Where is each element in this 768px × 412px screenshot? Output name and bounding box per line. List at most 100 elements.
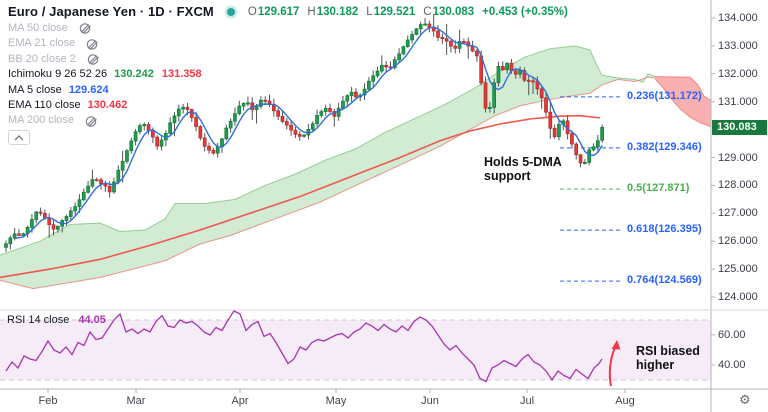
ohlc-change: +0.453 (+0.35%) xyxy=(482,5,568,18)
candle-body xyxy=(94,179,99,182)
price-tick-label: 134.000 xyxy=(718,12,758,24)
legend-item-values: 130.462 xyxy=(88,98,128,113)
candle-body xyxy=(138,125,142,133)
ma5-line xyxy=(14,26,603,240)
rsi-value: 44.05 xyxy=(78,314,106,326)
legend-item-ichimoku-9-26-52-26[interactable]: Ichimoku 9 26 52 26 130.242 131.358 xyxy=(8,67,202,82)
candle-body xyxy=(410,34,414,41)
candle-body xyxy=(259,99,263,107)
candle-body xyxy=(112,181,116,193)
symbol-title[interactable]: Euro / Japanese Yen · 1D · FXCM xyxy=(8,4,214,19)
candle-body xyxy=(181,106,185,110)
candle-body xyxy=(518,70,522,75)
candle-body xyxy=(449,40,453,47)
ichimoku-cloud xyxy=(655,76,711,127)
annotation-rsi-biased: RSI biased higher xyxy=(636,344,700,372)
candle-body xyxy=(207,145,211,151)
eye-off-icon[interactable] xyxy=(86,53,100,66)
price-tick-label: 125.000 xyxy=(718,263,758,276)
candle-body xyxy=(21,233,26,236)
candle-body xyxy=(43,212,47,219)
ohlc-high: H130.182 xyxy=(307,5,359,18)
candle-body xyxy=(133,131,138,142)
legend-item-ema-21-close[interactable]: EMA 21 close xyxy=(8,36,202,51)
candle-body xyxy=(418,24,423,30)
candle-body xyxy=(319,111,324,116)
candle-body xyxy=(379,64,384,72)
legend-item-bb-20-close-2[interactable]: BB 20 close 2 xyxy=(8,52,202,67)
eye-off-icon[interactable] xyxy=(78,22,92,35)
candle-body xyxy=(168,122,173,134)
candle-body xyxy=(423,23,427,26)
eye-off-icon[interactable] xyxy=(85,38,99,51)
candle-body xyxy=(233,113,237,122)
legend-item-ema-110-close[interactable]: EMA 110 close 130.462 xyxy=(8,98,202,113)
candle-body xyxy=(189,109,194,118)
legend-value: 131.358 xyxy=(161,68,202,81)
legend-value: 130.462 xyxy=(87,98,128,111)
candle-body xyxy=(68,210,73,217)
candle-body xyxy=(332,111,337,117)
legend-item-ma-200-close[interactable]: MA 200 close xyxy=(8,113,202,128)
candle-body xyxy=(513,70,518,75)
price-tick-label: 129.000 xyxy=(718,151,758,164)
candle-body xyxy=(414,28,419,35)
candle-body xyxy=(228,120,233,129)
candle-body xyxy=(397,53,401,61)
candle-body xyxy=(289,124,293,131)
candle-body xyxy=(600,126,605,141)
market-status-icon xyxy=(226,7,235,16)
candle-body xyxy=(185,106,190,110)
candle-body xyxy=(444,38,449,42)
rsi-indicator-legend[interactable]: RSI 14 close 44.05 xyxy=(7,314,106,326)
candle-body xyxy=(47,217,52,226)
candle-body xyxy=(284,121,289,126)
eye-off-icon[interactable] xyxy=(84,115,98,128)
candle-body xyxy=(73,206,77,212)
legend-item-label: MA 5 close xyxy=(8,83,62,96)
candle-body xyxy=(198,126,203,139)
candle-body xyxy=(246,102,250,105)
senkou-future-outline xyxy=(654,76,712,128)
candle-body xyxy=(531,80,535,83)
time-axis-label: Jun xyxy=(421,395,439,407)
annotation-holds-5dma: Holds 5-DMA support xyxy=(484,155,562,183)
price-tick-label: 124.000 xyxy=(718,291,758,303)
candle-body xyxy=(405,39,410,48)
candle-body xyxy=(30,219,34,228)
fib-label: 0.236(131.172) xyxy=(627,89,702,102)
candle-body xyxy=(367,80,371,90)
rsi-band xyxy=(0,320,711,380)
legend-item-ma-50-close[interactable]: MA 50 close xyxy=(8,21,202,36)
candle-body xyxy=(487,107,492,109)
legend-item-ma-5-close[interactable]: MA 5 close 129.624 xyxy=(8,83,202,98)
candle-body xyxy=(172,115,177,124)
candle-body xyxy=(462,41,466,43)
candle-body xyxy=(457,41,462,49)
price-tick-label: 128.000 xyxy=(718,179,758,192)
candle-body xyxy=(81,191,86,201)
candle-body xyxy=(310,123,315,130)
candle-body xyxy=(155,136,160,147)
candle-body xyxy=(354,91,358,98)
settings-gear-icon[interactable]: ⚙ xyxy=(739,393,751,408)
candle-body xyxy=(38,211,43,214)
candle-body xyxy=(328,107,332,112)
legend-collapse-button[interactable] xyxy=(8,130,30,145)
candle-body xyxy=(427,23,432,28)
candle-body xyxy=(107,185,112,193)
chevron-up-icon xyxy=(14,134,24,140)
candle-body xyxy=(254,105,259,110)
candle-body xyxy=(4,243,8,248)
candle-body xyxy=(302,134,306,137)
candle-body xyxy=(297,134,302,137)
time-axis-label: Mar xyxy=(126,395,146,407)
price-tick-label: 131.000 xyxy=(718,95,758,108)
candle-body xyxy=(34,211,39,220)
candle-body xyxy=(194,117,198,127)
rsi-line xyxy=(5,310,603,383)
candle-body xyxy=(526,79,531,82)
last-price-badge: 130.083 xyxy=(712,119,767,135)
